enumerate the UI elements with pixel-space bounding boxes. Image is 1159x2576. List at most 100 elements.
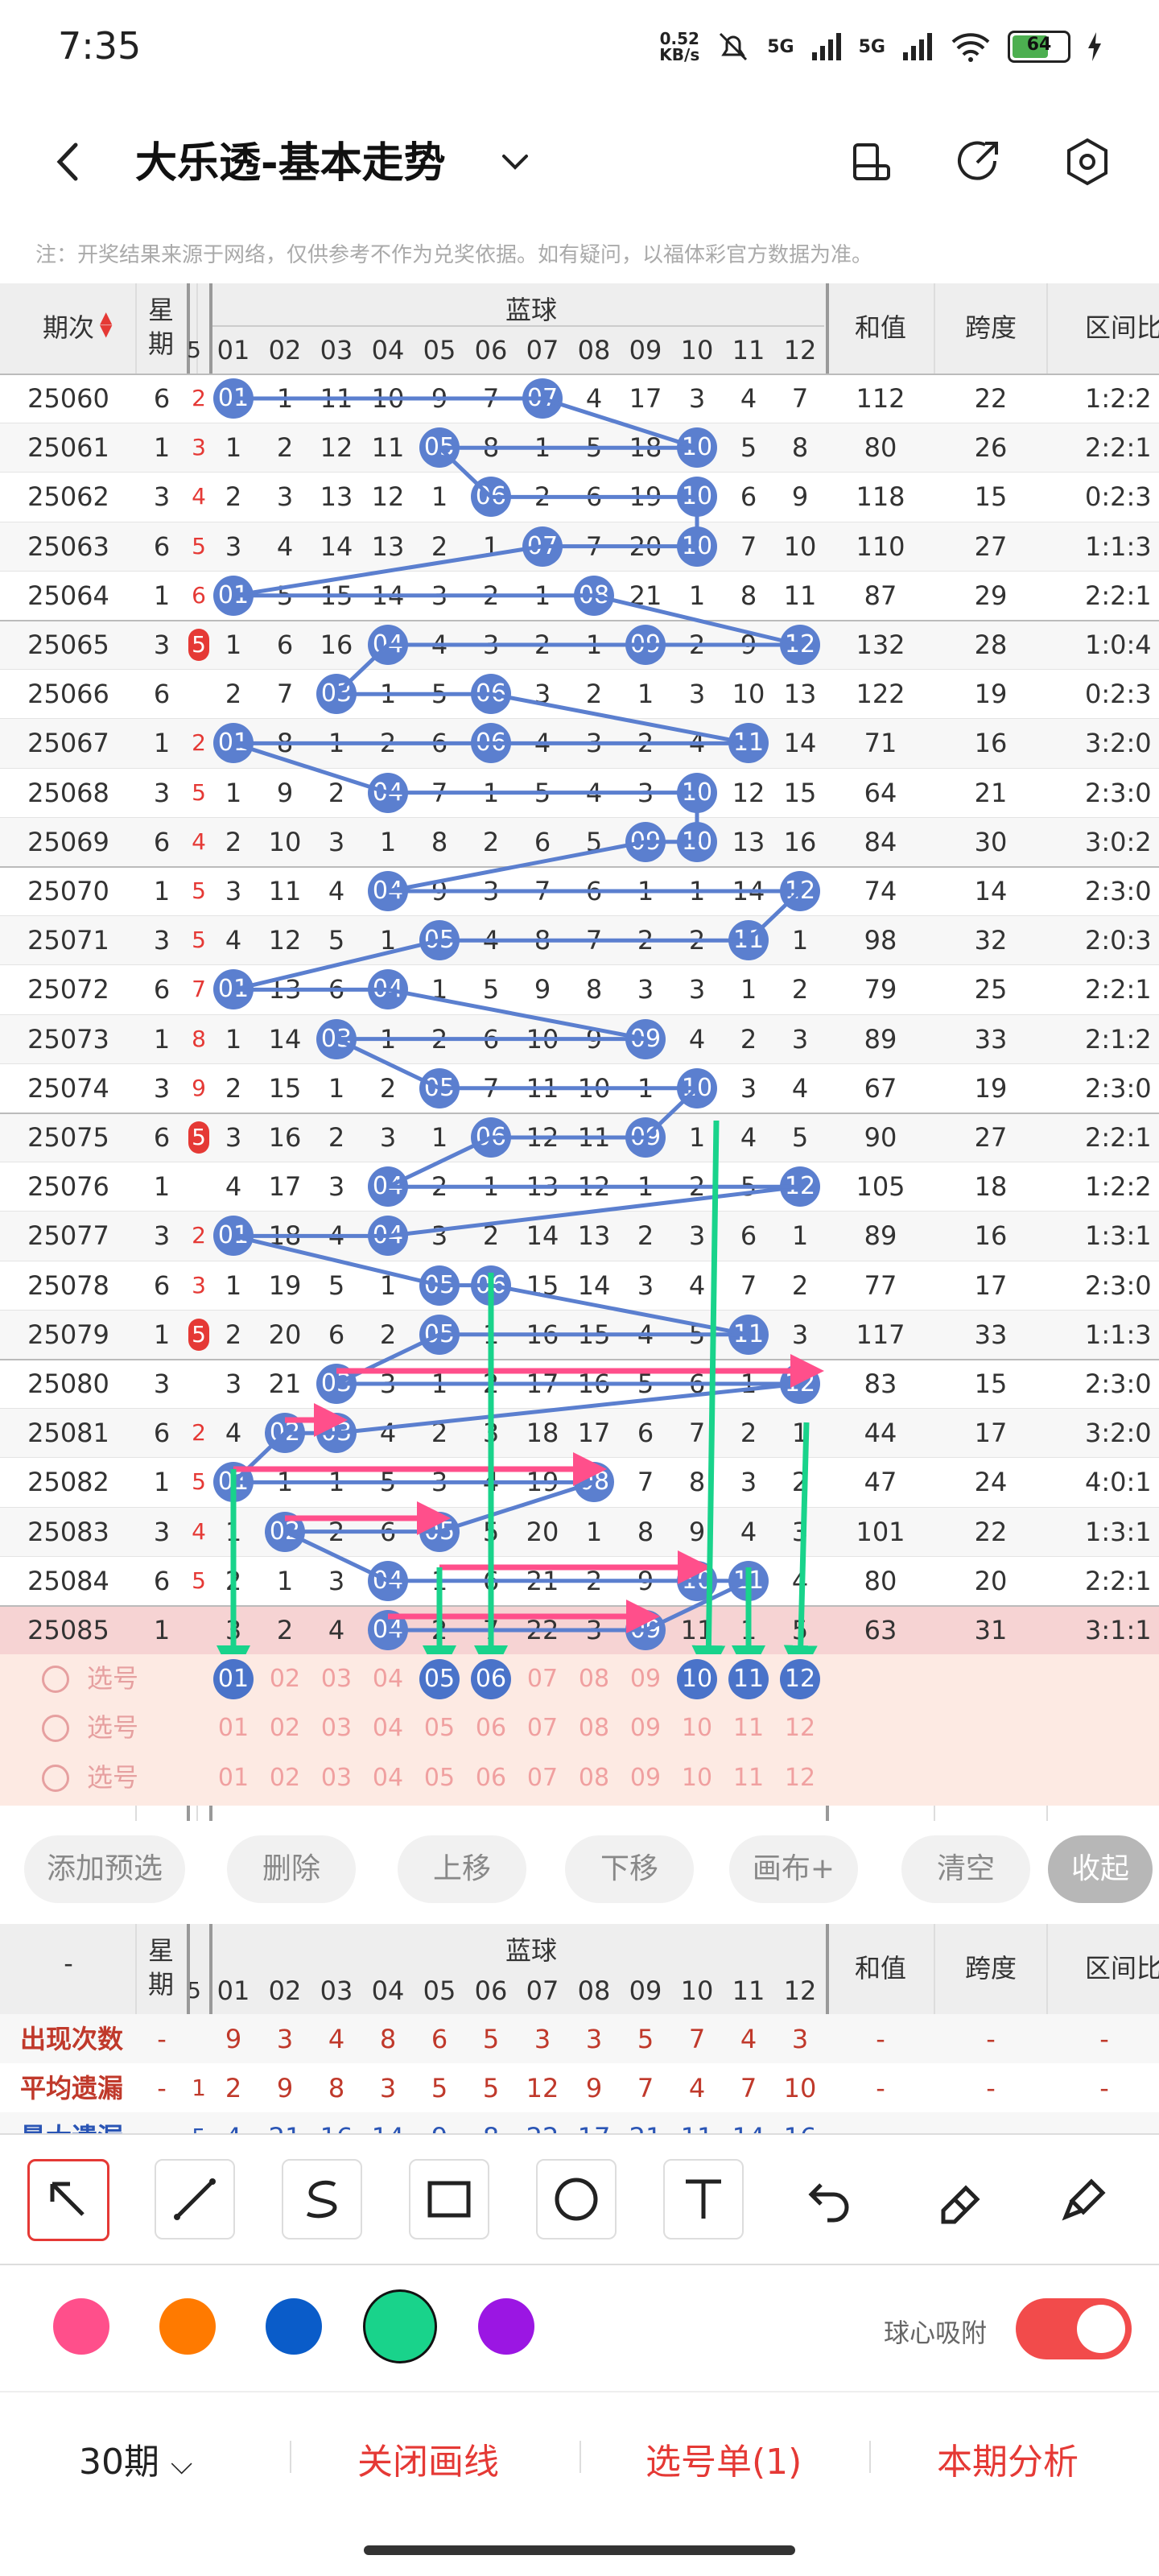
pick-ball-empty[interactable]: 07 <box>526 1665 559 1694</box>
table-row[interactable] <box>0 915 1159 965</box>
pick-ball-empty[interactable]: 03 <box>320 1714 353 1743</box>
pick-ball-empty[interactable]: 04 <box>372 1714 404 1743</box>
pick-ball-empty[interactable]: 06 <box>475 1763 507 1792</box>
color-swatch-3[interactable] <box>363 2289 437 2363</box>
share-icon[interactable] <box>950 134 1006 190</box>
pick-ball-empty[interactable]: 10 <box>681 1763 713 1792</box>
back-icon[interactable] <box>40 134 97 190</box>
drawn-ball[interactable]: 10 <box>677 1560 717 1601</box>
drawn-ball[interactable]: 12 <box>780 871 820 911</box>
rotate-screen-icon[interactable] <box>843 134 900 190</box>
pick-ball-selected[interactable]: 05 <box>419 1659 460 1700</box>
action-button-1[interactable]: 删除 <box>227 1835 356 1903</box>
pick-ball-empty[interactable]: 11 <box>732 1714 765 1743</box>
drawn-ball[interactable]: 05 <box>419 1265 460 1306</box>
settings-icon[interactable] <box>1059 134 1116 190</box>
arrow-tool-icon[interactable] <box>27 2159 109 2241</box>
pick-ball-empty[interactable]: 07 <box>526 1714 559 1743</box>
table-row[interactable] <box>0 767 1159 817</box>
pick-ball-empty[interactable]: 08 <box>578 1763 610 1792</box>
drawn-ball[interactable]: 10 <box>677 526 717 567</box>
pick-ball-empty[interactable]: 05 <box>423 1714 456 1743</box>
action-button-3[interactable]: 下移 <box>565 1835 694 1903</box>
trend-table[interactable]: 期次 ▲ ▼ 星期 蓝球 5 01 02 03 04 05 06 07 08 09 10 11 12 和值 跨度 区间比… <box>0 283 1159 1821</box>
drawn-ball[interactable]: 04 <box>368 1610 408 1650</box>
drawn-ball[interactable]: 07 <box>522 378 563 419</box>
pick-radio[interactable] <box>42 1666 69 1694</box>
drawn-ball[interactable]: 09 <box>625 1018 666 1059</box>
pick-ball-empty[interactable]: 03 <box>320 1665 353 1694</box>
drawn-ball[interactable]: 09 <box>625 625 666 665</box>
drawn-ball[interactable]: 08 <box>574 575 614 616</box>
drawn-ball[interactable]: 04 <box>368 1560 408 1601</box>
action-button-4[interactable]: 画布+ <box>729 1835 858 1903</box>
chevron-down-icon[interactable] <box>491 134 539 190</box>
drawn-ball[interactable]: 11 <box>728 1560 769 1601</box>
pick-ball-empty[interactable]: 02 <box>269 1714 301 1743</box>
pick-ball-empty[interactable]: 04 <box>372 1763 404 1792</box>
drawn-ball[interactable]: 09 <box>625 1610 666 1650</box>
eraser-tool-icon[interactable] <box>918 2159 998 2240</box>
curve-tool-icon[interactable] <box>282 2159 362 2240</box>
color-swatch-0[interactable] <box>53 2298 109 2355</box>
drawn-ball[interactable]: 03 <box>316 1413 357 1454</box>
drawn-ball[interactable]: 12 <box>780 625 820 665</box>
drawn-ball[interactable]: 10 <box>677 427 717 469</box>
pick-ball-empty[interactable]: 03 <box>320 1763 353 1792</box>
action-button-6[interactable]: 收起 <box>1048 1835 1153 1903</box>
pick-ball-empty[interactable]: 01 <box>217 1714 250 1743</box>
rect-tool-icon[interactable] <box>409 2159 489 2240</box>
line-tool-icon[interactable] <box>155 2159 235 2240</box>
drawn-ball[interactable]: 03 <box>316 674 357 715</box>
pick-ball-selected[interactable]: 12 <box>780 1659 820 1700</box>
pick-ball-empty[interactable]: 12 <box>784 1714 816 1743</box>
drawn-ball[interactable]: 07 <box>522 526 563 567</box>
circle-tool-icon[interactable] <box>536 2159 617 2240</box>
drawn-ball[interactable]: 09 <box>625 1117 666 1158</box>
analysis-button[interactable]: 本期分析 <box>937 2442 1079 2483</box>
drawn-ball[interactable]: 05 <box>419 1314 460 1355</box>
drawn-ball[interactable]: 05 <box>419 1511 460 1552</box>
color-swatch-4[interactable] <box>478 2298 534 2355</box>
pick-ball-empty[interactable]: 09 <box>629 1665 662 1694</box>
drawn-ball[interactable]: 09 <box>625 821 666 862</box>
drawn-ball[interactable]: 03 <box>316 1364 357 1404</box>
pick-ball-empty[interactable]: 09 <box>629 1763 662 1792</box>
pick-radio[interactable] <box>42 1715 69 1743</box>
drawn-ball[interactable]: 05 <box>419 427 460 469</box>
drawn-ball[interactable]: 04 <box>368 1166 408 1208</box>
drawn-ball[interactable]: 06 <box>471 674 511 715</box>
col-period-header[interactable]: 期次 <box>42 312 94 343</box>
period-selector[interactable]: 30期 ⌵ <box>79 2442 193 2483</box>
action-button-2[interactable]: 上移 <box>398 1835 526 1903</box>
drawn-ball[interactable]: 01 <box>213 575 254 616</box>
undo-tool-icon[interactable] <box>790 2159 871 2240</box>
color-swatch-1[interactable] <box>159 2298 216 2355</box>
sort-icon[interactable]: ▲ ▼ <box>100 308 113 340</box>
drawn-ball[interactable]: 03 <box>316 1018 357 1059</box>
drawn-ball[interactable]: 10 <box>677 1067 717 1108</box>
drawn-ball[interactable]: 04 <box>368 871 408 911</box>
drawn-ball[interactable]: 12 <box>780 1166 820 1208</box>
drawn-ball[interactable]: 12 <box>780 1364 820 1404</box>
drawn-ball[interactable]: 10 <box>677 821 717 862</box>
close-lines-button[interactable]: 关闭画线 <box>357 2442 499 2483</box>
drawn-ball[interactable]: 11 <box>728 920 769 961</box>
drawn-ball[interactable]: 01 <box>213 378 254 419</box>
pick-list-button[interactable]: 选号单(1) <box>645 2442 802 2483</box>
drawn-ball[interactable]: 02 <box>265 1511 305 1552</box>
pick-radio[interactable] <box>42 1764 69 1792</box>
pick-ball-selected[interactable]: 10 <box>677 1659 717 1700</box>
drawn-ball[interactable]: 10 <box>677 772 717 813</box>
drawn-ball[interactable]: 11 <box>728 1314 769 1355</box>
snap-toggle[interactable] <box>1016 2298 1132 2359</box>
drawn-ball[interactable]: 06 <box>471 1117 511 1158</box>
drawn-ball[interactable]: 04 <box>368 625 408 665</box>
drawn-ball[interactable]: 05 <box>419 920 460 961</box>
pick-ball-empty[interactable]: 06 <box>475 1714 507 1743</box>
pick-ball-empty[interactable]: 09 <box>629 1714 662 1743</box>
drawn-ball[interactable]: 02 <box>265 1413 305 1454</box>
pick-ball-empty[interactable]: 02 <box>269 1763 301 1792</box>
pick-ball-empty[interactable]: 05 <box>423 1763 456 1792</box>
clear-tool-icon[interactable] <box>1045 2159 1125 2240</box>
